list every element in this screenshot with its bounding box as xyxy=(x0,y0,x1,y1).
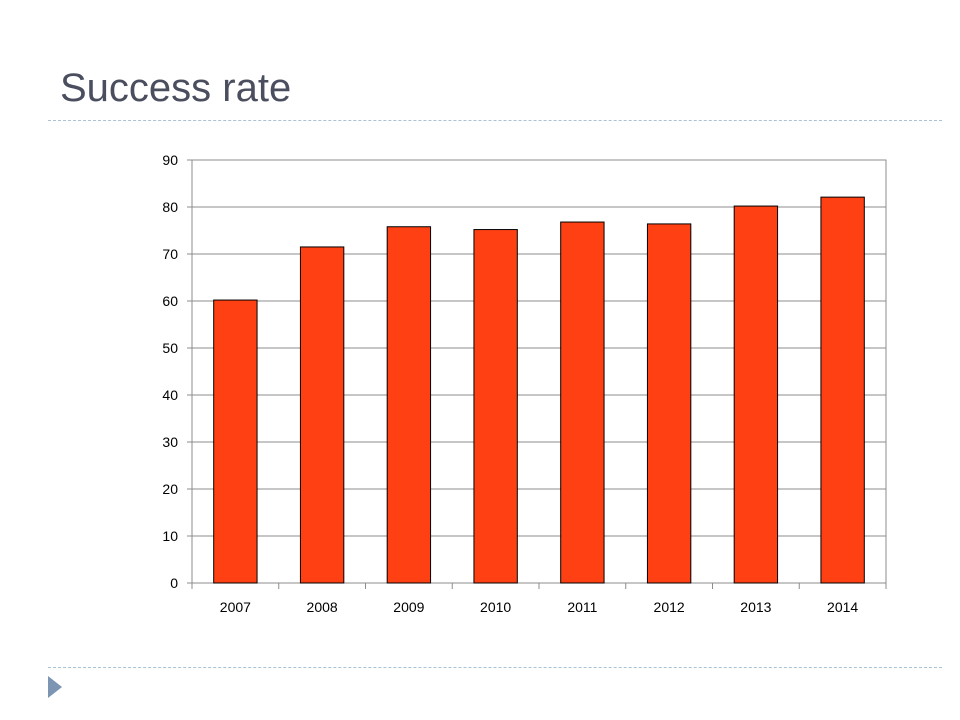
y-tick-label: 70 xyxy=(162,246,178,262)
x-tick-label: 2011 xyxy=(567,599,597,615)
plot-area-border xyxy=(191,159,887,584)
title-divider xyxy=(48,120,942,121)
bar-2007 xyxy=(213,299,258,584)
bar-2008 xyxy=(299,246,345,584)
slide-title: Success rate xyxy=(60,66,292,110)
bar-2011 xyxy=(560,221,605,584)
y-tick-label: 10 xyxy=(162,528,178,544)
y-tick-label: 90 xyxy=(162,152,178,168)
y-tick-label: 50 xyxy=(162,340,178,356)
bar-2014 xyxy=(820,196,865,584)
y-tick-label: 60 xyxy=(162,293,178,309)
y-tick-label: 80 xyxy=(162,199,178,215)
x-tick-label: 2014 xyxy=(827,599,858,615)
y-tick-label: 20 xyxy=(162,481,178,497)
x-tick-label: 2013 xyxy=(740,599,771,615)
x-tick-label: 2010 xyxy=(480,599,511,615)
y-tick-label: 30 xyxy=(162,434,178,450)
x-tick-label: 2008 xyxy=(307,599,338,615)
x-tick-label: 2012 xyxy=(654,599,685,615)
bar-2009 xyxy=(386,226,432,584)
triangle-right-icon xyxy=(48,676,62,698)
y-tick-label: 0 xyxy=(170,575,178,591)
x-tick-label: 2009 xyxy=(393,599,424,615)
bar-2012 xyxy=(646,223,692,584)
bar-2010 xyxy=(473,229,518,584)
bar-2013 xyxy=(733,205,779,584)
x-tick-label: 2007 xyxy=(220,599,251,615)
y-tick-label: 40 xyxy=(162,387,178,403)
footer-divider xyxy=(48,667,942,668)
